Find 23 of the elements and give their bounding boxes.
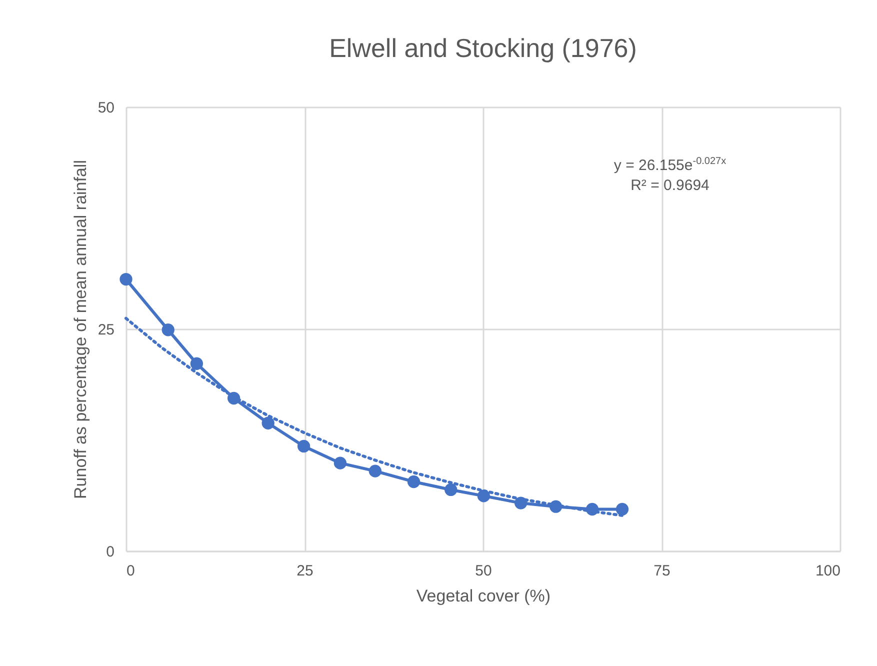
- point: [190, 357, 204, 370]
- point: [262, 416, 274, 430]
- point: [162, 324, 174, 336]
- point: [334, 456, 347, 470]
- point: [120, 272, 132, 286]
- x-tick-label: 25: [296, 562, 314, 580]
- y-tick-label: 50: [98, 100, 114, 116]
- annotation: R² = 0.9694: [630, 176, 710, 196]
- x-axis-title: Vegetal cover (%): [416, 586, 551, 606]
- x-tick-label: 75: [654, 562, 670, 580]
- point: [407, 475, 420, 488]
- x-tick-label: 100: [815, 562, 840, 580]
- x-tick-label: 50: [475, 562, 492, 580]
- point: [368, 464, 382, 478]
- y-axis-title: Runoff as percentage of mean annual rainfall: [70, 160, 90, 499]
- point: [297, 440, 310, 453]
- x-tick-label: 0: [126, 562, 135, 580]
- point: [444, 483, 458, 496]
- y-tick-label: 25: [98, 322, 114, 338]
- annotation: y = 26.155e$^{-0.027x}$: [612, 155, 728, 176]
- y-tick-label: 0: [106, 544, 114, 560]
- chart-title: Elwell and Stocking (1976): [329, 33, 637, 63]
- point: [616, 502, 629, 516]
